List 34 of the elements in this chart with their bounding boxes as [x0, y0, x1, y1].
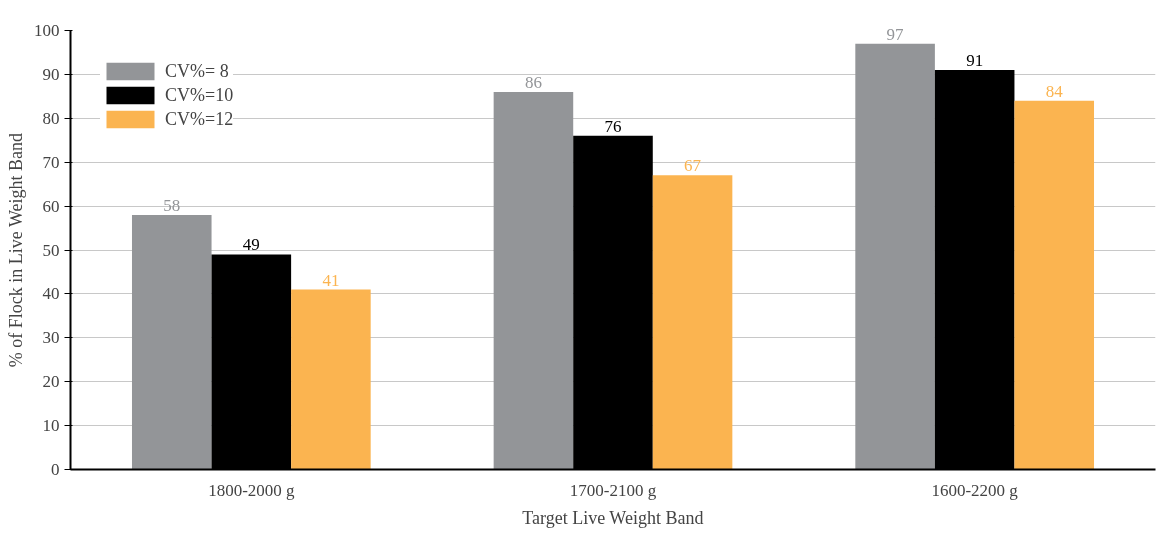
y-tick-label: 20: [42, 372, 60, 392]
y-tick-label: 50: [42, 240, 60, 260]
y-tick-label: 0: [51, 460, 60, 479]
data-label: 84: [1045, 81, 1064, 101]
y-tick-label: 60: [42, 196, 60, 216]
data-label: 76: [604, 116, 622, 136]
y-tick-label: 80: [42, 108, 60, 128]
bar: [131, 214, 212, 470]
bar: [1014, 100, 1095, 470]
data-label: 58: [163, 195, 181, 215]
legend-label: CV%= 8: [165, 60, 229, 82]
y-tick-label: 70: [42, 152, 60, 172]
data-label: 41: [322, 270, 340, 290]
y-axis-title: % of Flock in Live Weight Band: [6, 133, 26, 368]
data-label: 86: [524, 72, 542, 92]
y-tick-label: 100: [34, 21, 60, 40]
x-tick-label: 1800-2000 g: [208, 480, 296, 500]
bar: [855, 43, 935, 470]
data-label: 97: [886, 24, 905, 44]
legend-label: CV%=10: [165, 84, 234, 106]
x-tick-label: 1700-2100 g: [569, 480, 657, 500]
bar: [652, 175, 733, 470]
x-tick-label: 1600-2200 g: [931, 480, 1019, 500]
bar: [493, 91, 574, 470]
y-tick-label: 30: [42, 328, 60, 348]
data-label: 49: [242, 235, 260, 255]
y-tick-label: 90: [42, 64, 60, 84]
data-label: 67: [684, 156, 702, 176]
bar: [291, 289, 371, 470]
legend-label: CV%=12: [165, 108, 234, 130]
y-tick-label: 40: [42, 284, 60, 304]
y-tick-label: 10: [42, 416, 60, 436]
x-axis-title: Target Live Weight Band: [522, 507, 704, 528]
data-label: 91: [966, 51, 984, 71]
